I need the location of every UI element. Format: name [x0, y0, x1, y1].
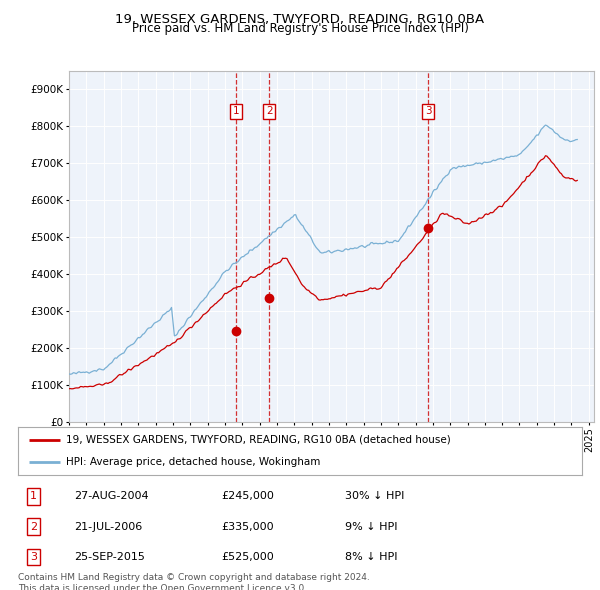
Text: 19, WESSEX GARDENS, TWYFORD, READING, RG10 0BA (detached house): 19, WESSEX GARDENS, TWYFORD, READING, RG…	[66, 435, 451, 445]
Text: 2: 2	[266, 106, 272, 116]
Text: 3: 3	[30, 552, 37, 562]
Text: 9% ↓ HPI: 9% ↓ HPI	[345, 522, 398, 532]
Text: 27-AUG-2004: 27-AUG-2004	[74, 491, 149, 502]
Text: 3: 3	[425, 106, 431, 116]
Text: 8% ↓ HPI: 8% ↓ HPI	[345, 552, 398, 562]
Text: Contains HM Land Registry data © Crown copyright and database right 2024.
This d: Contains HM Land Registry data © Crown c…	[18, 573, 370, 590]
Text: 1: 1	[30, 491, 37, 502]
Text: 1: 1	[233, 106, 239, 116]
Text: HPI: Average price, detached house, Wokingham: HPI: Average price, detached house, Woki…	[66, 457, 320, 467]
Text: 2: 2	[30, 522, 37, 532]
Text: 21-JUL-2006: 21-JUL-2006	[74, 522, 143, 532]
Text: Price paid vs. HM Land Registry's House Price Index (HPI): Price paid vs. HM Land Registry's House …	[131, 22, 469, 35]
Text: £335,000: £335,000	[221, 522, 274, 532]
Text: 30% ↓ HPI: 30% ↓ HPI	[345, 491, 404, 502]
Text: £525,000: £525,000	[221, 552, 274, 562]
Text: 19, WESSEX GARDENS, TWYFORD, READING, RG10 0BA: 19, WESSEX GARDENS, TWYFORD, READING, RG…	[115, 13, 485, 26]
Text: 25-SEP-2015: 25-SEP-2015	[74, 552, 145, 562]
Text: £245,000: £245,000	[221, 491, 274, 502]
